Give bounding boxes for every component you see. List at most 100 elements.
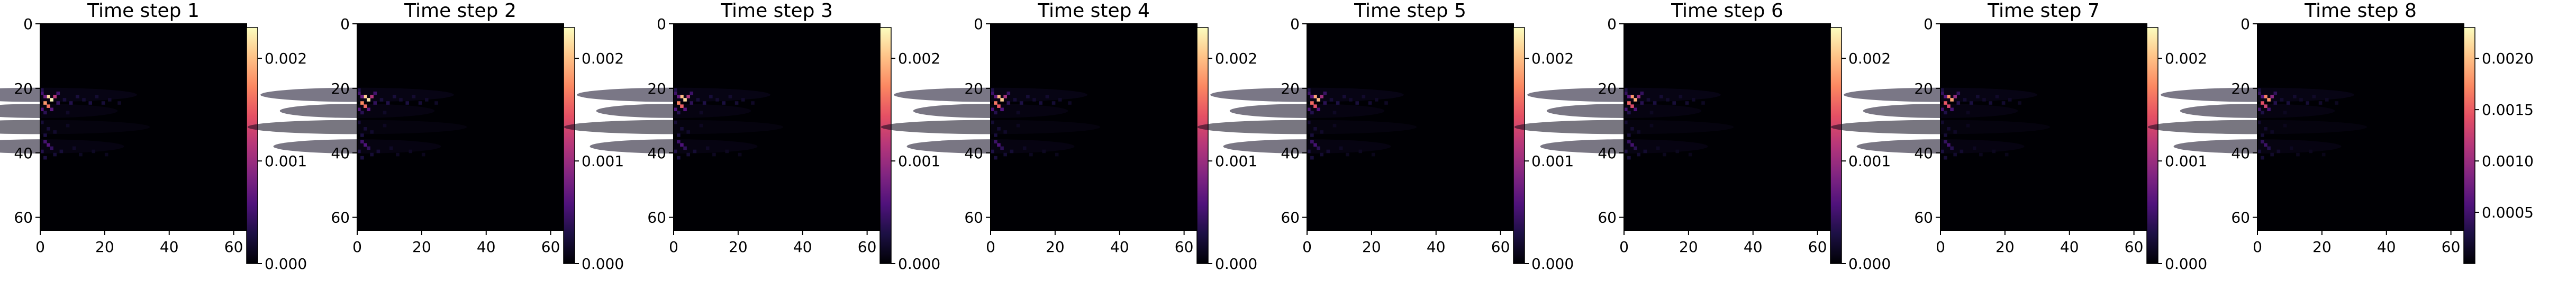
heatmap-cell <box>1637 95 1640 98</box>
heatmap-cell <box>677 111 681 115</box>
heatmap-cell <box>1979 152 1983 157</box>
heatmap-cell <box>696 98 700 102</box>
y-tick-label: 40 <box>1598 145 1617 162</box>
heatmap-cell <box>1326 149 1330 153</box>
heatmap-cell <box>699 123 703 128</box>
y-tick-label: 40 <box>1914 145 1933 162</box>
heatmap-cell <box>2280 98 2284 102</box>
heatmap-cell <box>59 149 64 153</box>
heatmap-cell <box>1624 91 1628 95</box>
heatmap-wave <box>0 87 137 102</box>
colorbar-tick-label: 0.000 <box>1531 255 1574 273</box>
heatmap-cell <box>699 111 703 115</box>
heatmap-cell <box>43 156 47 160</box>
heatmap-cell <box>1944 101 1947 105</box>
heatmap-cell <box>991 88 994 92</box>
heatmap-cell <box>1343 95 1346 98</box>
heatmap-cell <box>677 101 681 105</box>
heatmap-cell <box>370 130 374 134</box>
heatmap-cell <box>2309 149 2313 153</box>
colorbar-tick-label: 0.000 <box>898 255 940 273</box>
heatmap-cell <box>1966 111 1970 115</box>
heatmap-cell <box>1966 123 1970 128</box>
heatmap-cell <box>370 95 374 98</box>
heatmap-cell <box>421 152 425 157</box>
colorbar-tick-label: 0.001 <box>1215 152 1257 170</box>
heatmap-cell <box>1634 107 1637 112</box>
heatmap-cell <box>88 101 92 105</box>
heatmap-cell <box>396 152 400 157</box>
heatmap-cell <box>702 101 706 105</box>
heatmap-cell <box>1624 120 1628 124</box>
heatmap-cell <box>1953 152 1957 157</box>
heatmap-cell <box>360 133 364 137</box>
x-tick-label: 60 <box>1808 238 1827 256</box>
subplot-title: Time step 1 <box>87 0 199 22</box>
heatmap-cell <box>1624 107 1628 112</box>
heatmap-cell <box>2261 101 2264 105</box>
heatmap-cell <box>1634 146 1637 150</box>
heatmap-cell <box>991 120 994 124</box>
heatmap-cell <box>674 120 677 124</box>
x-tick-label: 20 <box>2312 238 2332 256</box>
colorbar-tick-label: 0.000 <box>582 255 624 273</box>
y-tick-label: 60 <box>964 209 983 227</box>
heatmap-cell <box>1307 107 1311 112</box>
heatmap-cell <box>1310 140 1314 143</box>
heatmap-cell <box>409 149 413 153</box>
heatmap-cell <box>1649 123 1654 128</box>
y-tick-label: 60 <box>14 209 33 227</box>
heatmap-cell <box>1947 95 1951 98</box>
heatmap-cell <box>360 111 364 115</box>
x-tick-label: 0 <box>2253 238 2262 256</box>
heatmap-cell <box>364 95 367 98</box>
heatmap-cell <box>1000 146 1004 150</box>
heatmap-cell <box>1634 98 1637 102</box>
heatmap-cell <box>1950 107 1954 112</box>
y-tick-label: 0 <box>974 15 983 33</box>
heatmap-cell <box>674 149 677 153</box>
heatmap-cell <box>1336 101 1340 105</box>
heatmap-cell <box>2261 111 2264 115</box>
heatmap-cell <box>1940 88 1944 92</box>
heatmap-cell <box>1371 152 1375 157</box>
heatmap-cell <box>674 88 677 92</box>
y-tick-label: 0 <box>1607 15 1617 33</box>
heatmap-cell <box>1310 111 1314 115</box>
y-tick-label: 20 <box>964 80 983 97</box>
heatmap-cell <box>360 95 364 98</box>
x-tick-label: 60 <box>541 238 560 256</box>
heatmap-cell <box>1032 98 1036 102</box>
colorbar-tick-label: 0.0010 <box>2482 152 2534 170</box>
y-tick-label: 60 <box>2231 209 2250 227</box>
colorbar <box>2463 27 2475 264</box>
heatmap-cell <box>1659 95 1663 98</box>
colorbar-tick-label: 0.001 <box>2165 152 2207 170</box>
heatmap-cell <box>1627 133 1631 137</box>
heatmap-cell <box>1358 149 1363 153</box>
heatmap-cell <box>677 140 681 143</box>
heatmap-cell <box>386 101 390 105</box>
y-tick-label: 0 <box>657 15 666 33</box>
heatmap-cell <box>367 146 370 150</box>
heatmap-cell <box>2264 127 2267 131</box>
heatmap-cell <box>434 101 438 105</box>
heatmap-cell <box>2270 130 2274 134</box>
heatmap-cell <box>373 101 377 105</box>
heatmap-cell <box>997 95 1001 98</box>
x-tick-label: 40 <box>1110 238 1129 256</box>
heatmap-cell <box>2257 120 2261 124</box>
heatmap-cell <box>2008 98 2012 102</box>
heatmap-cell <box>50 107 53 112</box>
x-tick-label: 60 <box>1491 238 1510 256</box>
heatmap-cell <box>2264 143 2267 147</box>
heatmap-cell <box>1310 101 1314 105</box>
x-tick-label: 0 <box>352 238 362 256</box>
heatmap-cell <box>1006 91 1011 95</box>
heatmap-cell <box>1332 111 1337 115</box>
y-tick-label: 0 <box>1290 15 1300 33</box>
subplot-title: Time step 4 <box>1037 0 1150 22</box>
